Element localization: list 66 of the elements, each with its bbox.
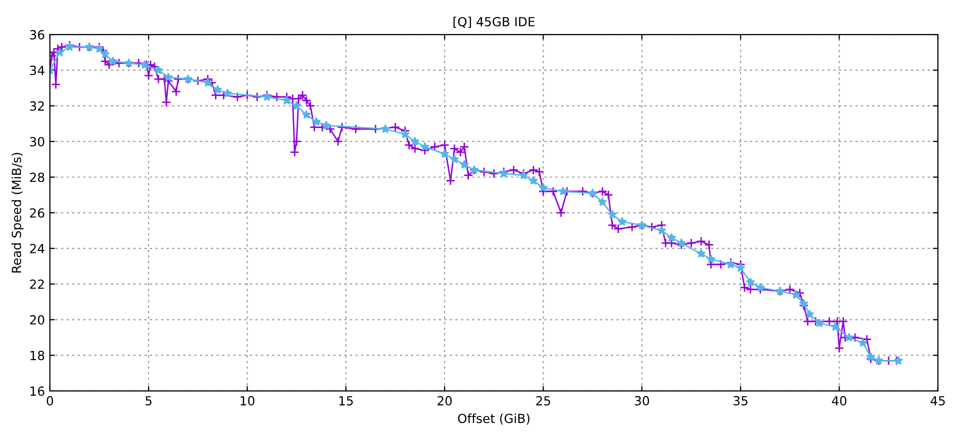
point — [450, 154, 460, 164]
y-tick-label: 34 — [30, 66, 44, 76]
x-tick-label: 10 — [240, 396, 254, 406]
x-tick-label: 30 — [634, 396, 650, 406]
y-tick-label: 16 — [30, 386, 44, 396]
x-tick-label: 15 — [339, 396, 353, 406]
point — [830, 322, 840, 331]
point — [608, 210, 617, 219]
point — [420, 142, 430, 151]
x-axis-title: Offset (GiB) — [458, 413, 530, 425]
y-tick-label: 30 — [30, 136, 44, 146]
point — [400, 129, 410, 138]
y-axis-title: Read Speed (MiB/s) — [12, 152, 24, 272]
point — [618, 216, 627, 226]
x-tick-label: 45 — [930, 396, 945, 406]
y-tick-label: 22 — [30, 280, 44, 289]
point — [282, 96, 292, 105]
y-tick-label: 36 — [30, 30, 44, 40]
point — [799, 298, 808, 308]
point — [696, 248, 706, 258]
y-tick-label: 26 — [30, 208, 44, 218]
y-tick-label: 28 — [30, 172, 44, 182]
point — [312, 117, 321, 126]
point — [460, 160, 469, 169]
x-tick-label: 25 — [536, 396, 550, 406]
point — [756, 282, 765, 292]
point — [791, 290, 800, 299]
y-tick-label: 18 — [30, 350, 44, 360]
point — [736, 263, 746, 272]
point — [676, 238, 686, 248]
point — [666, 232, 676, 242]
point — [203, 78, 212, 87]
point — [528, 176, 538, 185]
y-tick-label: 32 — [30, 101, 44, 111]
point — [212, 84, 222, 94]
point — [598, 197, 608, 206]
point — [108, 56, 118, 66]
point — [706, 254, 716, 264]
point — [558, 186, 568, 196]
point — [302, 110, 312, 119]
point — [322, 120, 331, 130]
point — [844, 332, 854, 342]
point — [100, 49, 110, 58]
y-tick-label: 24 — [30, 244, 44, 254]
point — [154, 65, 164, 74]
point — [866, 352, 876, 362]
point — [746, 277, 756, 286]
point — [804, 309, 814, 318]
point — [814, 318, 824, 328]
x-tick-label: 40 — [832, 396, 846, 406]
point — [858, 338, 868, 347]
x-tick-label: 0 — [46, 396, 54, 406]
y-tick-label: 20 — [30, 315, 44, 325]
point — [292, 100, 302, 110]
x-tick-label: 20 — [438, 396, 452, 406]
point — [440, 149, 450, 158]
point — [656, 226, 666, 235]
point — [55, 48, 64, 56]
point — [410, 136, 420, 146]
point — [380, 124, 390, 134]
point — [538, 182, 548, 192]
chart-title: [Q] 45GB IDE — [454, 16, 535, 28]
point — [164, 72, 173, 82]
x-tick-label: 35 — [734, 396, 748, 406]
x-tick-label: 5 — [146, 396, 152, 406]
point — [222, 88, 232, 98]
